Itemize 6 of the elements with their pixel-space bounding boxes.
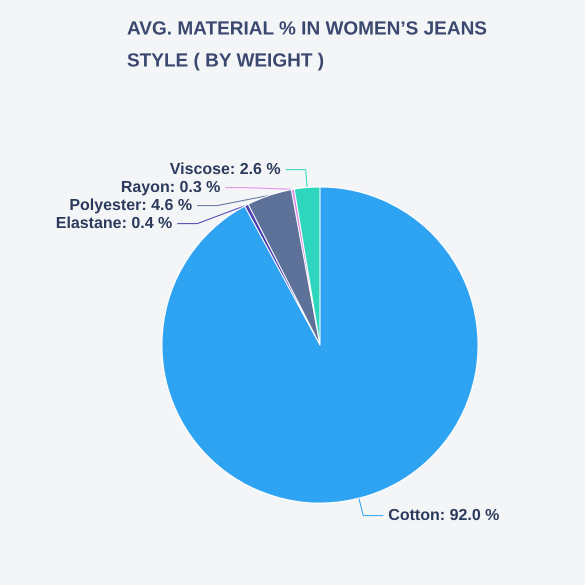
slice-label: Rayon: 0.3 % xyxy=(120,179,220,196)
chart-title: AVG. MATERIAL % IN WOMEN’S JEANS STYLE ( BY WEIGHT ) xyxy=(127,18,487,72)
slice-label: Viscose: 2.6 % xyxy=(170,161,281,178)
slice-label: Elastane: 0.4 % xyxy=(56,215,172,232)
slice-label: Polyester: 4.6 % xyxy=(69,197,192,214)
slice-label: Cotton: 92.0 % xyxy=(388,507,500,524)
